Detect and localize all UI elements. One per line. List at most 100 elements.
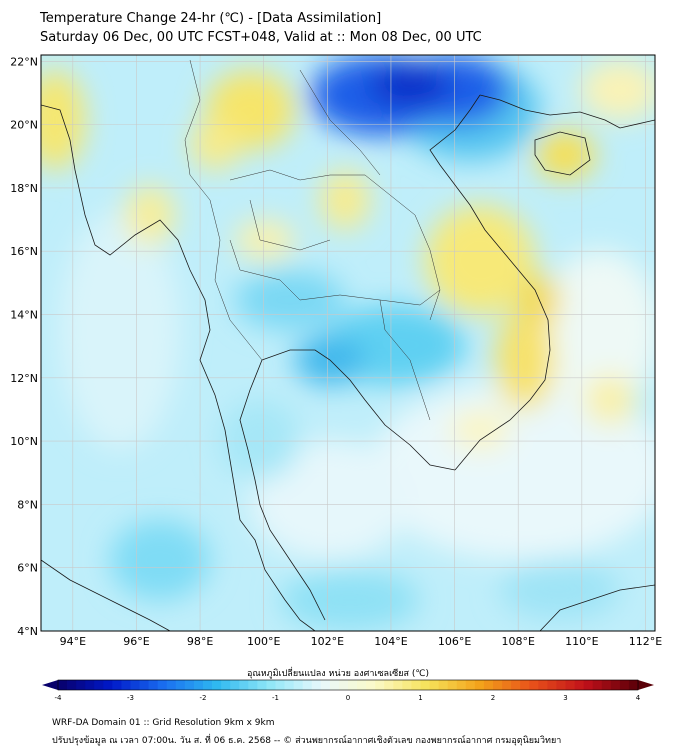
colorbar-cell bbox=[193, 680, 204, 690]
colorbar-cell bbox=[619, 680, 630, 690]
colorbar-cell bbox=[58, 680, 68, 690]
colorbar-cell bbox=[474, 680, 485, 690]
map-title: Temperature Change 24-hr (℃) - [Data Ass… bbox=[40, 11, 382, 26]
colorbar-cell bbox=[366, 680, 376, 690]
colorbar-cell bbox=[239, 680, 249, 690]
colorbar-cell bbox=[67, 680, 77, 690]
colorbar-cell bbox=[302, 680, 313, 690]
colorbar-cell bbox=[221, 680, 231, 690]
colorbar-min-arrow bbox=[42, 680, 58, 690]
colorbar-cell bbox=[429, 680, 440, 690]
colorbar-cell bbox=[502, 680, 512, 690]
colorbar-tick-label: 3 bbox=[563, 694, 567, 702]
lat-tick-label: 6°N bbox=[17, 562, 38, 575]
lat-tick-label: 4°N bbox=[17, 625, 38, 638]
colorbar-cell bbox=[203, 680, 213, 690]
colorbar-cell bbox=[456, 680, 467, 690]
lat-tick-label: 20°N bbox=[10, 119, 38, 132]
colorbar-cell bbox=[230, 680, 240, 690]
lat-tick-label: 18°N bbox=[10, 182, 38, 195]
colorbar-max-arrow bbox=[638, 680, 654, 690]
colorbar-cell bbox=[257, 680, 267, 690]
colorbar-cell bbox=[420, 680, 430, 690]
colorbar-cell bbox=[511, 680, 521, 690]
colorbar-tick-label: 2 bbox=[491, 694, 495, 702]
lon-tick-label: 102°E bbox=[311, 635, 344, 648]
lat-tick-label: 12°N bbox=[10, 372, 38, 385]
colorbar-cell bbox=[547, 680, 557, 690]
lon-tick-label: 110°E bbox=[565, 635, 598, 648]
footer-model-info: WRF-DA Domain 01 :: Grid Resolution 9km … bbox=[52, 718, 275, 728]
colorbar-cell bbox=[592, 680, 603, 690]
lon-tick-label: 106°E bbox=[438, 635, 471, 648]
colorbar-cell bbox=[520, 680, 530, 690]
lon-tick-label: 108°E bbox=[501, 635, 534, 648]
colorbar-cell bbox=[601, 680, 612, 690]
colorbar-cell bbox=[375, 680, 385, 690]
colorbar-cell bbox=[556, 680, 566, 690]
colorbar: -4 -3 -2 -1 0 1 2 3 4 bbox=[42, 679, 654, 702]
colorbar-cell bbox=[493, 680, 503, 690]
lat-tick-label: 14°N bbox=[10, 309, 38, 322]
colorbar-cell bbox=[565, 680, 575, 690]
colorbar-cell bbox=[384, 680, 394, 690]
colorbar-cell bbox=[248, 680, 258, 690]
temperature-field bbox=[41, 55, 655, 631]
colorbar-cell bbox=[483, 680, 494, 690]
colorbar-cell bbox=[402, 680, 412, 690]
colorbar-cell bbox=[76, 680, 86, 690]
colorbar-cell bbox=[610, 680, 621, 690]
lon-tick-label: 104°E bbox=[374, 635, 407, 648]
colorbar-cell bbox=[538, 680, 548, 690]
colorbar-tick-label: -2 bbox=[200, 694, 207, 702]
colorbar-cell bbox=[447, 680, 458, 690]
colorbar-cell bbox=[103, 680, 113, 690]
lat-tick-label: 22°N bbox=[10, 55, 38, 68]
colorbar-cell bbox=[212, 680, 222, 690]
colorbar-cell bbox=[130, 680, 140, 690]
lat-tick-label: 10°N bbox=[10, 435, 38, 448]
lon-tick-label: 100°E bbox=[247, 635, 280, 648]
colorbar-cell bbox=[112, 680, 122, 690]
colorbar-tick-label: -3 bbox=[127, 694, 134, 702]
colorbar-cell bbox=[293, 680, 304, 690]
colorbar-cell bbox=[139, 680, 150, 690]
colorbar-cell bbox=[338, 680, 349, 690]
colorbar-cell bbox=[320, 680, 331, 690]
colorbar-cell bbox=[166, 680, 177, 690]
latitude-labels: 22°N 20°N 18°N 16°N 14°N 12°N 10°N 8°N 6°N 4°N bbox=[10, 55, 38, 638]
colorbar-cell bbox=[465, 680, 476, 690]
lon-tick-label: 94°E bbox=[60, 635, 86, 648]
lon-tick-label: 96°E bbox=[123, 635, 149, 648]
footer-credit: ปรับปรุงข้อมูล ณ เวลา 07:00น. วัน ส. ที่… bbox=[52, 736, 562, 746]
colorbar-tick-label: -4 bbox=[55, 694, 63, 702]
colorbar-cell bbox=[583, 680, 594, 690]
colorbar-cell bbox=[85, 680, 95, 690]
colorbar-cell bbox=[348, 680, 358, 690]
colorbar-cell bbox=[275, 680, 285, 690]
colorbar-cell bbox=[175, 680, 186, 690]
colorbar-tick-label: -1 bbox=[272, 694, 279, 702]
map-subtitle: Saturday 06 Dec, 00 UTC FCST+048, Valid … bbox=[40, 30, 482, 45]
colorbar-cell bbox=[266, 680, 276, 690]
colorbar-cell bbox=[628, 680, 639, 690]
colorbar-cell bbox=[438, 680, 449, 690]
colorbar-cell bbox=[121, 680, 131, 690]
lat-tick-label: 8°N bbox=[17, 498, 38, 511]
country-borders bbox=[184, 59, 441, 421]
colorbar-cell bbox=[94, 680, 104, 690]
colorbar-tick-label: 4 bbox=[636, 694, 641, 702]
coastlines bbox=[41, 94, 655, 631]
colorbar-tick-label: 0 bbox=[346, 694, 350, 702]
colorbar-cell bbox=[357, 680, 367, 690]
lon-tick-label: 98°E bbox=[187, 635, 213, 648]
colorbar-cell bbox=[393, 680, 403, 690]
colorbar-tick-label: 1 bbox=[418, 694, 422, 702]
colorbar-cell bbox=[411, 680, 421, 690]
colorbar-cell bbox=[284, 680, 295, 690]
lon-tick-label: 112°E bbox=[629, 635, 662, 648]
colorbar-cell bbox=[529, 680, 539, 690]
colorbar-cell bbox=[184, 680, 195, 690]
colorbar-label: อุณหภูมิเปลี่ยนแปลง หน่วย องศาเซลเซียส (… bbox=[246, 669, 430, 679]
